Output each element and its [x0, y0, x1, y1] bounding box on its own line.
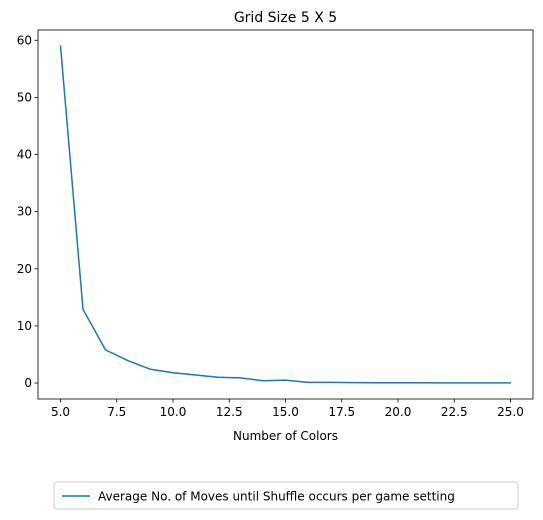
- data-point: [352, 381, 354, 383]
- data-point: [509, 382, 511, 384]
- y-tick-label: 30: [17, 205, 32, 219]
- chart-title: Grid Size 5 X 5: [234, 10, 337, 26]
- data-point: [397, 382, 399, 384]
- data-point: [307, 381, 309, 383]
- x-tick-label: 17.5: [328, 405, 355, 419]
- y-tick-label: 60: [17, 33, 32, 47]
- x-tick-label: 15.0: [272, 405, 299, 419]
- plot-area-frame: [37, 29, 534, 400]
- y-tick-label: 20: [17, 262, 32, 276]
- data-point: [172, 372, 174, 374]
- data-point: [374, 382, 376, 384]
- legend-label: Average No. of Moves until Shuffle occur…: [98, 490, 455, 504]
- data-point: [464, 382, 466, 384]
- legend: Average No. of Moves until Shuffle occur…: [53, 481, 519, 510]
- x-tick-label: 10.0: [160, 405, 187, 419]
- x-tick-label: 5.0: [51, 405, 70, 419]
- data-point: [127, 360, 129, 362]
- data-point: [149, 368, 151, 370]
- data-point: [194, 374, 196, 376]
- x-axis-title: Number of Colors: [233, 429, 338, 443]
- data-point: [82, 308, 84, 310]
- x-tick-label: 7.5: [107, 405, 126, 419]
- y-tick-label: 0: [24, 376, 32, 390]
- data-point: [487, 382, 489, 384]
- legend-frame: [53, 481, 519, 510]
- data-point: [442, 382, 444, 384]
- data-point: [59, 45, 61, 47]
- x-tick-label: 20.0: [385, 405, 412, 419]
- y-axis: 0 10 20 30 40 50 60: [17, 33, 38, 390]
- data-point: [262, 380, 264, 382]
- x-tick-label: 25.0: [497, 405, 524, 419]
- y-tick-label: 10: [17, 319, 32, 333]
- data-point: [329, 381, 331, 383]
- y-tick-label: 50: [17, 90, 32, 104]
- data-point: [284, 379, 286, 381]
- data-point: [419, 382, 421, 384]
- y-tick-label: 40: [17, 148, 32, 162]
- data-point: [217, 376, 219, 378]
- data-point: [104, 349, 106, 351]
- series-line: [59, 45, 512, 384]
- x-tick-label: 22.5: [441, 405, 468, 419]
- data-point: [239, 377, 241, 379]
- x-axis: 5.0 7.5 10.0 12.5 15.0 17.5 20.0 22.5 25.0: [51, 399, 524, 419]
- x-tick-label: 12.5: [216, 405, 243, 419]
